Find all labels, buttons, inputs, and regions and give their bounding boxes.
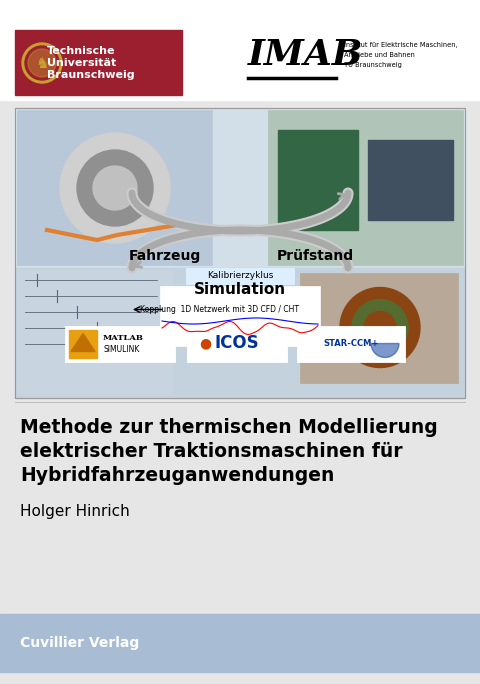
Bar [0, 614, 480, 672]
Bar [300, 272, 458, 383]
Circle shape [352, 300, 408, 356]
Circle shape [22, 43, 62, 83]
Circle shape [340, 287, 420, 367]
Text: Kalibrierzyklus: Kalibrierzyklus [207, 272, 273, 280]
Text: TU Braunschweig: TU Braunschweig [344, 62, 402, 68]
Bar [65, 326, 175, 362]
Text: Simulation: Simulation [194, 282, 286, 297]
Text: Braunschweig: Braunschweig [47, 70, 134, 80]
Circle shape [77, 150, 153, 226]
Circle shape [60, 133, 170, 243]
Bar [15, 267, 465, 398]
Circle shape [364, 311, 396, 343]
Text: Prüfstand: Prüfstand [276, 249, 354, 263]
Polygon shape [71, 334, 95, 352]
Text: Technische: Technische [47, 46, 116, 56]
Bar [297, 326, 405, 362]
Circle shape [25, 46, 59, 80]
Text: Cuvillier Verlag: Cuvillier Verlag [20, 636, 139, 650]
Wedge shape [371, 343, 399, 358]
Text: Kopplung  1D Netzwerk mit 3D CFD / CHT: Kopplung 1D Netzwerk mit 3D CFD / CHT [141, 305, 300, 314]
Text: elektrischer Traktionsmaschinen für: elektrischer Traktionsmaschinen für [20, 442, 403, 461]
Bar [15, 108, 465, 398]
Bar [368, 140, 453, 220]
Bar [17, 110, 212, 265]
Bar [15, 30, 182, 95]
Bar [15, 108, 465, 398]
Text: SIMULINK: SIMULINK [103, 345, 139, 354]
Bar [15, 108, 465, 267]
Text: Hybridfahrzeuganwendungen: Hybridfahrzeuganwendungen [20, 466, 335, 485]
Text: Methode zur thermischen Modellierung: Methode zur thermischen Modellierung [20, 418, 438, 437]
Bar [0, 0, 480, 100]
Text: Fahrzeug: Fahrzeug [129, 249, 201, 263]
Circle shape [28, 49, 56, 77]
Bar [278, 130, 358, 230]
Bar [17, 269, 172, 394]
Circle shape [93, 166, 137, 210]
Text: MATLAB: MATLAB [103, 334, 144, 341]
Bar [186, 268, 294, 284]
Text: STAR-CCM+: STAR-CCM+ [324, 339, 379, 348]
Text: Holger Hinrich: Holger Hinrich [20, 504, 130, 519]
Text: ICOS: ICOS [215, 334, 259, 352]
Text: Institut für Elektrische Maschinen,: Institut für Elektrische Maschinen, [344, 42, 457, 48]
Bar [160, 286, 320, 346]
Text: IMAB: IMAB [248, 38, 363, 72]
Text: Antriebe und Bahnen: Antriebe und Bahnen [344, 52, 415, 58]
Text: ♞: ♞ [35, 55, 49, 70]
Bar [69, 330, 97, 358]
Bar [187, 326, 287, 362]
Text: ●: ● [199, 337, 211, 350]
Bar [268, 110, 463, 265]
Text: Universität: Universität [47, 58, 116, 68]
